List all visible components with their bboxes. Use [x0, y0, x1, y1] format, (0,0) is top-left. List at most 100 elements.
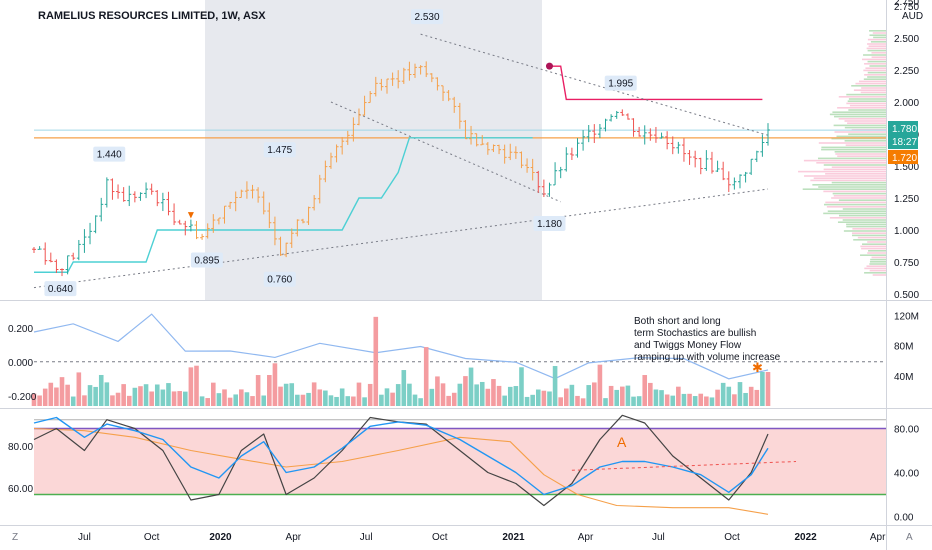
- volume-bar: [182, 391, 188, 406]
- volume-bar: [121, 384, 126, 406]
- volume-bar: [530, 394, 535, 406]
- volume-profile-bar: [869, 65, 886, 67]
- volume-profile-bar: [836, 135, 886, 138]
- stoch-long-line: [33, 427, 769, 515]
- volume-profile-bar: [804, 175, 886, 177]
- volume-profile-bar: [865, 67, 886, 69]
- volume-bar: [715, 389, 720, 406]
- time-tick-label: Apr: [286, 532, 302, 543]
- volume-profile-bar: [867, 43, 886, 45]
- time-tick-label: Jul: [360, 532, 373, 543]
- volume-profile-bar: [871, 52, 886, 54]
- volume-profile-bar: [831, 197, 886, 199]
- volume-bar: [435, 376, 440, 406]
- time-tick-label: Oct: [144, 532, 160, 543]
- volume-bar: [597, 364, 603, 406]
- volume-profile-bar: [871, 256, 886, 259]
- trendline-support: [33, 188, 769, 289]
- money-flow-tick-label: -0.200: [8, 392, 37, 403]
- volume-bar: [126, 395, 132, 406]
- time-tick-label: Jul: [652, 532, 665, 543]
- pivot-callout-label: 1.180: [537, 219, 562, 230]
- annotation-line: term Stochastics are bullish: [634, 328, 756, 339]
- volume-profile-bar: [821, 146, 886, 149]
- volume-profile-bar: [853, 89, 886, 91]
- volume-profile-bar: [860, 254, 886, 256]
- volume-profile-bar: [869, 30, 886, 32]
- time-tick-label: Oct: [432, 532, 448, 543]
- stochastic-axis: 80.00 60.00 80.00 40.00 0.00: [8, 425, 919, 524]
- volume-bar: [76, 372, 82, 406]
- volume-bar: [199, 396, 205, 406]
- price-tick-label: 2.000: [894, 98, 919, 109]
- volume-profile-bar: [838, 199, 886, 201]
- money-flow-tick-label: 0.000: [8, 358, 33, 369]
- volume-profile-bar: [858, 80, 886, 83]
- volume-bar: [457, 383, 463, 406]
- time-tick-label: 2020: [209, 532, 232, 543]
- corner-left[interactable]: Z: [12, 532, 18, 543]
- stoch-right-tick-label: 40.00: [894, 469, 919, 480]
- volume-bar: [558, 397, 563, 406]
- volume-profile-bar: [823, 203, 886, 206]
- volume-bar: [239, 389, 244, 406]
- volume-bar: [748, 386, 754, 406]
- volume-profile-bar: [846, 225, 886, 228]
- volume-profile-bar: [842, 219, 886, 221]
- stoch-left-tick-label: 60.00: [8, 484, 33, 495]
- volume-bar: [87, 385, 93, 406]
- volume-profile-bar: [825, 173, 886, 175]
- volume-bar: [154, 384, 160, 406]
- pivot-callout-box: [263, 271, 296, 287]
- volume-bar: [547, 391, 552, 406]
- volume-profile-bar: [848, 98, 886, 100]
- volume-bar: [390, 392, 395, 406]
- volume-profile-bar: [861, 87, 886, 89]
- volume-bar: [491, 379, 496, 406]
- volume-bar: [468, 367, 474, 406]
- volume-profile-bar: [813, 177, 886, 179]
- volume-profile-bar: [834, 131, 886, 133]
- volume-bar: [339, 388, 345, 406]
- volume-profile-bar: [816, 162, 886, 164]
- volume-bar: [132, 387, 138, 406]
- volume-profile-bar: [834, 151, 886, 153]
- volume-profile-bar: [864, 267, 886, 270]
- volume-bar: [166, 383, 171, 406]
- price-tick-label: 1.000: [894, 226, 919, 237]
- volume-profile-bar: [834, 115, 886, 118]
- volume-bar: [250, 396, 255, 406]
- annotation-line: ramping up with volume increase: [634, 352, 781, 363]
- volume-bar: [502, 395, 507, 406]
- time-tick-label: Apr: [870, 532, 886, 543]
- volume-tick-label: 40M: [894, 372, 913, 383]
- volume-profile-bar: [861, 247, 886, 250]
- pivot-callout-label: 1.440: [97, 150, 122, 161]
- volume-bar: [580, 398, 586, 406]
- corner-right[interactable]: A: [906, 532, 913, 543]
- volume-bar: [98, 374, 104, 406]
- divergence-line: [571, 461, 797, 471]
- pivot-callout-label: 0.760: [267, 275, 292, 286]
- volume-profile-bar: [857, 236, 886, 239]
- volume-profile-bar: [844, 126, 886, 129]
- volume-bar: [54, 387, 59, 406]
- volume-bar: [636, 396, 642, 406]
- pivot-callout-box: [604, 75, 637, 91]
- volume-bar: [205, 398, 210, 406]
- volume-profile-bar: [821, 148, 886, 151]
- volume-profile-bar: [837, 155, 886, 157]
- volume-bar: [575, 395, 580, 406]
- volume-profile-bar: [867, 71, 886, 74]
- volume-bar: [670, 395, 676, 406]
- volume-bar: [306, 392, 311, 406]
- volume-profile-bar: [818, 186, 886, 188]
- volume-bar: [648, 382, 653, 406]
- volume-bar: [418, 398, 423, 406]
- volume-bar: [37, 395, 42, 406]
- volume-bar: [732, 394, 737, 406]
- volume-profile-bar: [842, 208, 886, 210]
- time-axis[interactable]: Jul Oct 2020 Apr Jul Oct 2021 Apr Jul Oct 2022 Apr: [78, 532, 886, 543]
- volume-profile-bar: [846, 102, 886, 105]
- volume-bar: [345, 396, 351, 406]
